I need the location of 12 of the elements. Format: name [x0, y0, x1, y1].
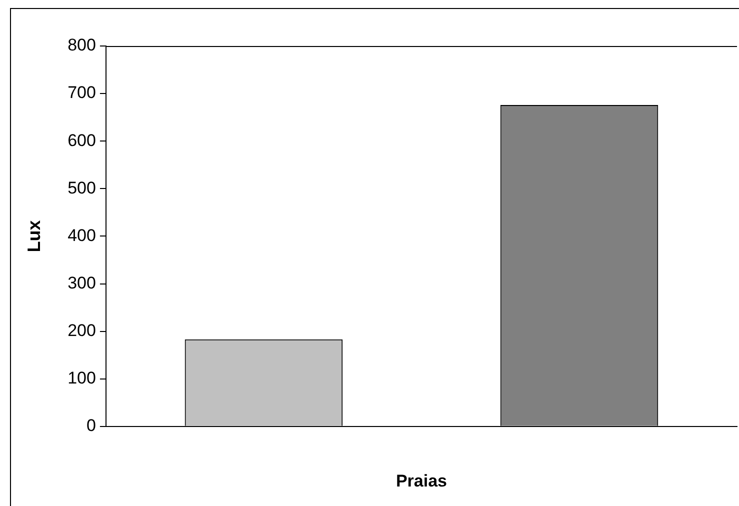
y-tick-label: 500 [68, 178, 96, 198]
chart-border: Praias Lux 0 100 200 300 400 500 600 700 800 [10, 8, 739, 506]
x-axis-title: Praias [396, 471, 448, 490]
y-tick-label: 300 [68, 273, 96, 292]
y-tick-label: 100 [68, 368, 96, 388]
y-tick-label: 400 [68, 226, 96, 245]
y-tick-label: 0 [86, 416, 96, 436]
y-tick-label: 700 [68, 83, 96, 102]
y-tick-label: 600 [68, 130, 96, 150]
y-tick-label: 200 [68, 320, 96, 340]
y-axis-title: Lux [24, 220, 44, 252]
y-tick-label: 800 [68, 36, 96, 55]
